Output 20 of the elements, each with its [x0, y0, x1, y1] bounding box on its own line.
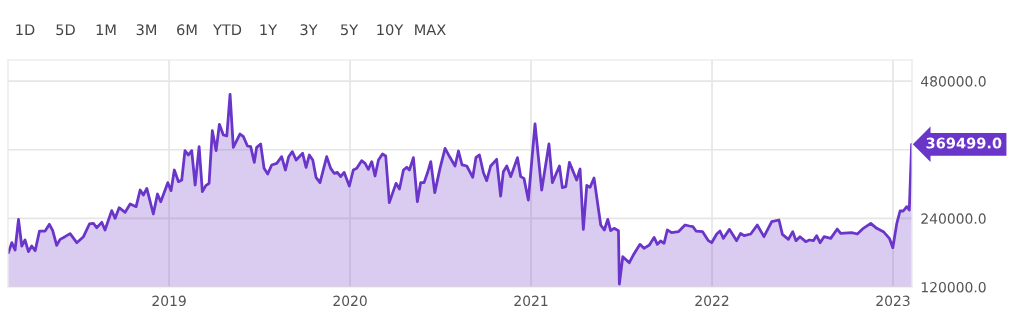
text: 1D — [16, 24, 35, 36]
y-tick-label: 240000.0 — [921, 213, 986, 224]
x-tick-label: 2023 — [876, 295, 910, 307]
text: 1Y — [260, 24, 278, 36]
x-tick-label: 2022 — [695, 295, 729, 307]
text: 3M — [136, 24, 157, 36]
y-tick-label: 480000.0 — [921, 76, 986, 87]
text: 3Y — [300, 24, 318, 36]
text: MAX — [415, 24, 446, 36]
text: YTD — [212, 24, 242, 36]
text: 5Y — [341, 24, 359, 36]
x-tick-label: 2021 — [514, 295, 548, 307]
text: 1M — [96, 24, 116, 36]
x-tick-label: 2020 — [333, 295, 367, 307]
y-tick-label: 120000.0 — [921, 281, 986, 293]
x-tick-label: 2019 — [152, 295, 186, 307]
annotation: 369499.0 — [926, 137, 1002, 149]
text: 6M — [177, 24, 197, 36]
text: 5D — [56, 24, 75, 36]
text: 10Y — [377, 24, 404, 36]
